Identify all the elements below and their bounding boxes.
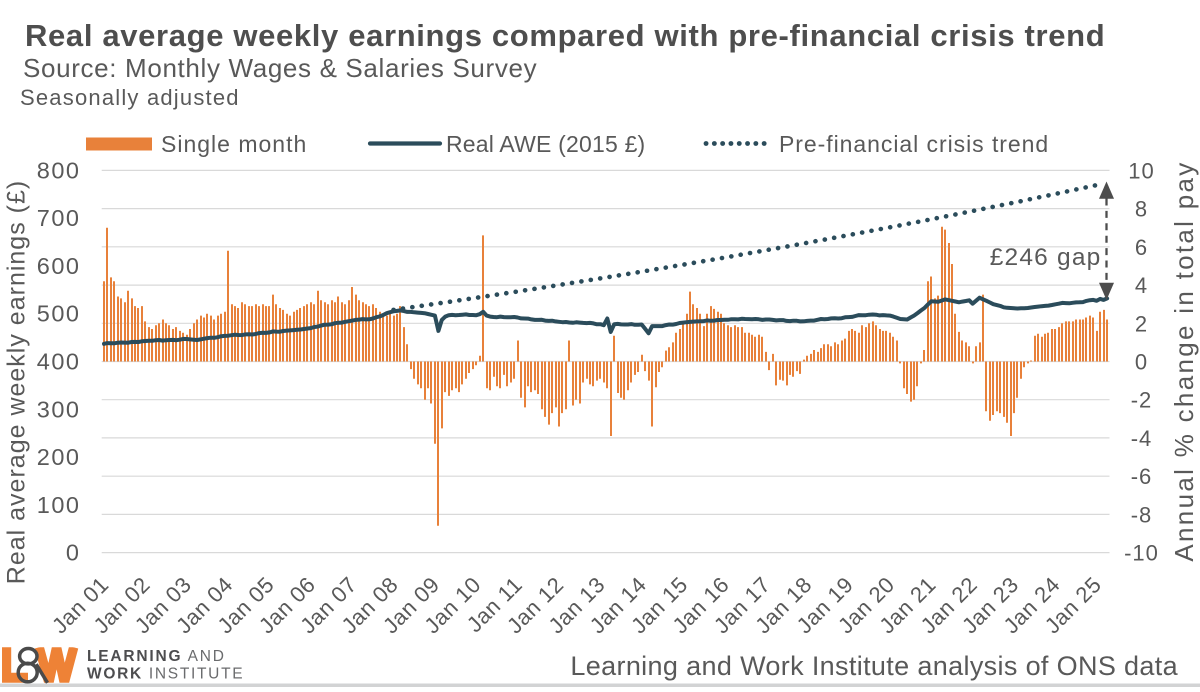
svg-text:4: 4 bbox=[1135, 273, 1148, 298]
svg-text:2: 2 bbox=[1135, 311, 1148, 336]
svg-text:10: 10 bbox=[1128, 158, 1154, 183]
svg-text:800: 800 bbox=[37, 157, 81, 183]
svg-text:8: 8 bbox=[1135, 197, 1148, 222]
svg-text:400: 400 bbox=[37, 349, 81, 375]
svg-text:700: 700 bbox=[37, 205, 81, 231]
svg-text:Learning and Work Institute an: Learning and Work Institute analysis of … bbox=[570, 651, 1178, 681]
svg-text:-8: -8 bbox=[1131, 502, 1153, 527]
svg-text:-6: -6 bbox=[1131, 464, 1153, 489]
svg-text:6: 6 bbox=[1135, 235, 1148, 260]
svg-text:Seasonally adjusted: Seasonally adjusted bbox=[20, 85, 240, 110]
svg-text:-10: -10 bbox=[1124, 541, 1159, 566]
svg-text:0: 0 bbox=[1135, 350, 1148, 375]
svg-text:100: 100 bbox=[37, 492, 81, 518]
svg-text:300: 300 bbox=[37, 396, 81, 422]
svg-text:500: 500 bbox=[37, 301, 81, 327]
svg-text:£246 gap: £246 gap bbox=[990, 244, 1102, 271]
svg-text:200: 200 bbox=[37, 444, 81, 470]
svg-text:Pre-financial crisis trend: Pre-financial crisis trend bbox=[779, 131, 1049, 157]
svg-text:600: 600 bbox=[37, 253, 81, 279]
svg-text:Real average weekly earnings (: Real average weekly earnings (£) bbox=[3, 180, 31, 584]
svg-text:Annual % change in total pay: Annual % change in total pay bbox=[1169, 160, 1199, 561]
svg-text:-4: -4 bbox=[1131, 426, 1153, 451]
svg-text:-2: -2 bbox=[1131, 388, 1153, 413]
svg-text:0: 0 bbox=[66, 540, 81, 566]
svg-text:Source: Monthly Wages & Salari: Source: Monthly Wages & Salaries Survey bbox=[23, 53, 537, 83]
svg-text:Real AWE (2015 £): Real AWE (2015 £) bbox=[446, 131, 645, 157]
svg-text:LEARNING AND: LEARNING AND bbox=[87, 648, 226, 665]
svg-text:WORK INSTITUTE: WORK INSTITUTE bbox=[87, 666, 244, 683]
svg-text:Single month: Single month bbox=[161, 131, 307, 157]
svg-text:Real average weekly earnings c: Real average weekly earnings compared wi… bbox=[25, 18, 1105, 53]
